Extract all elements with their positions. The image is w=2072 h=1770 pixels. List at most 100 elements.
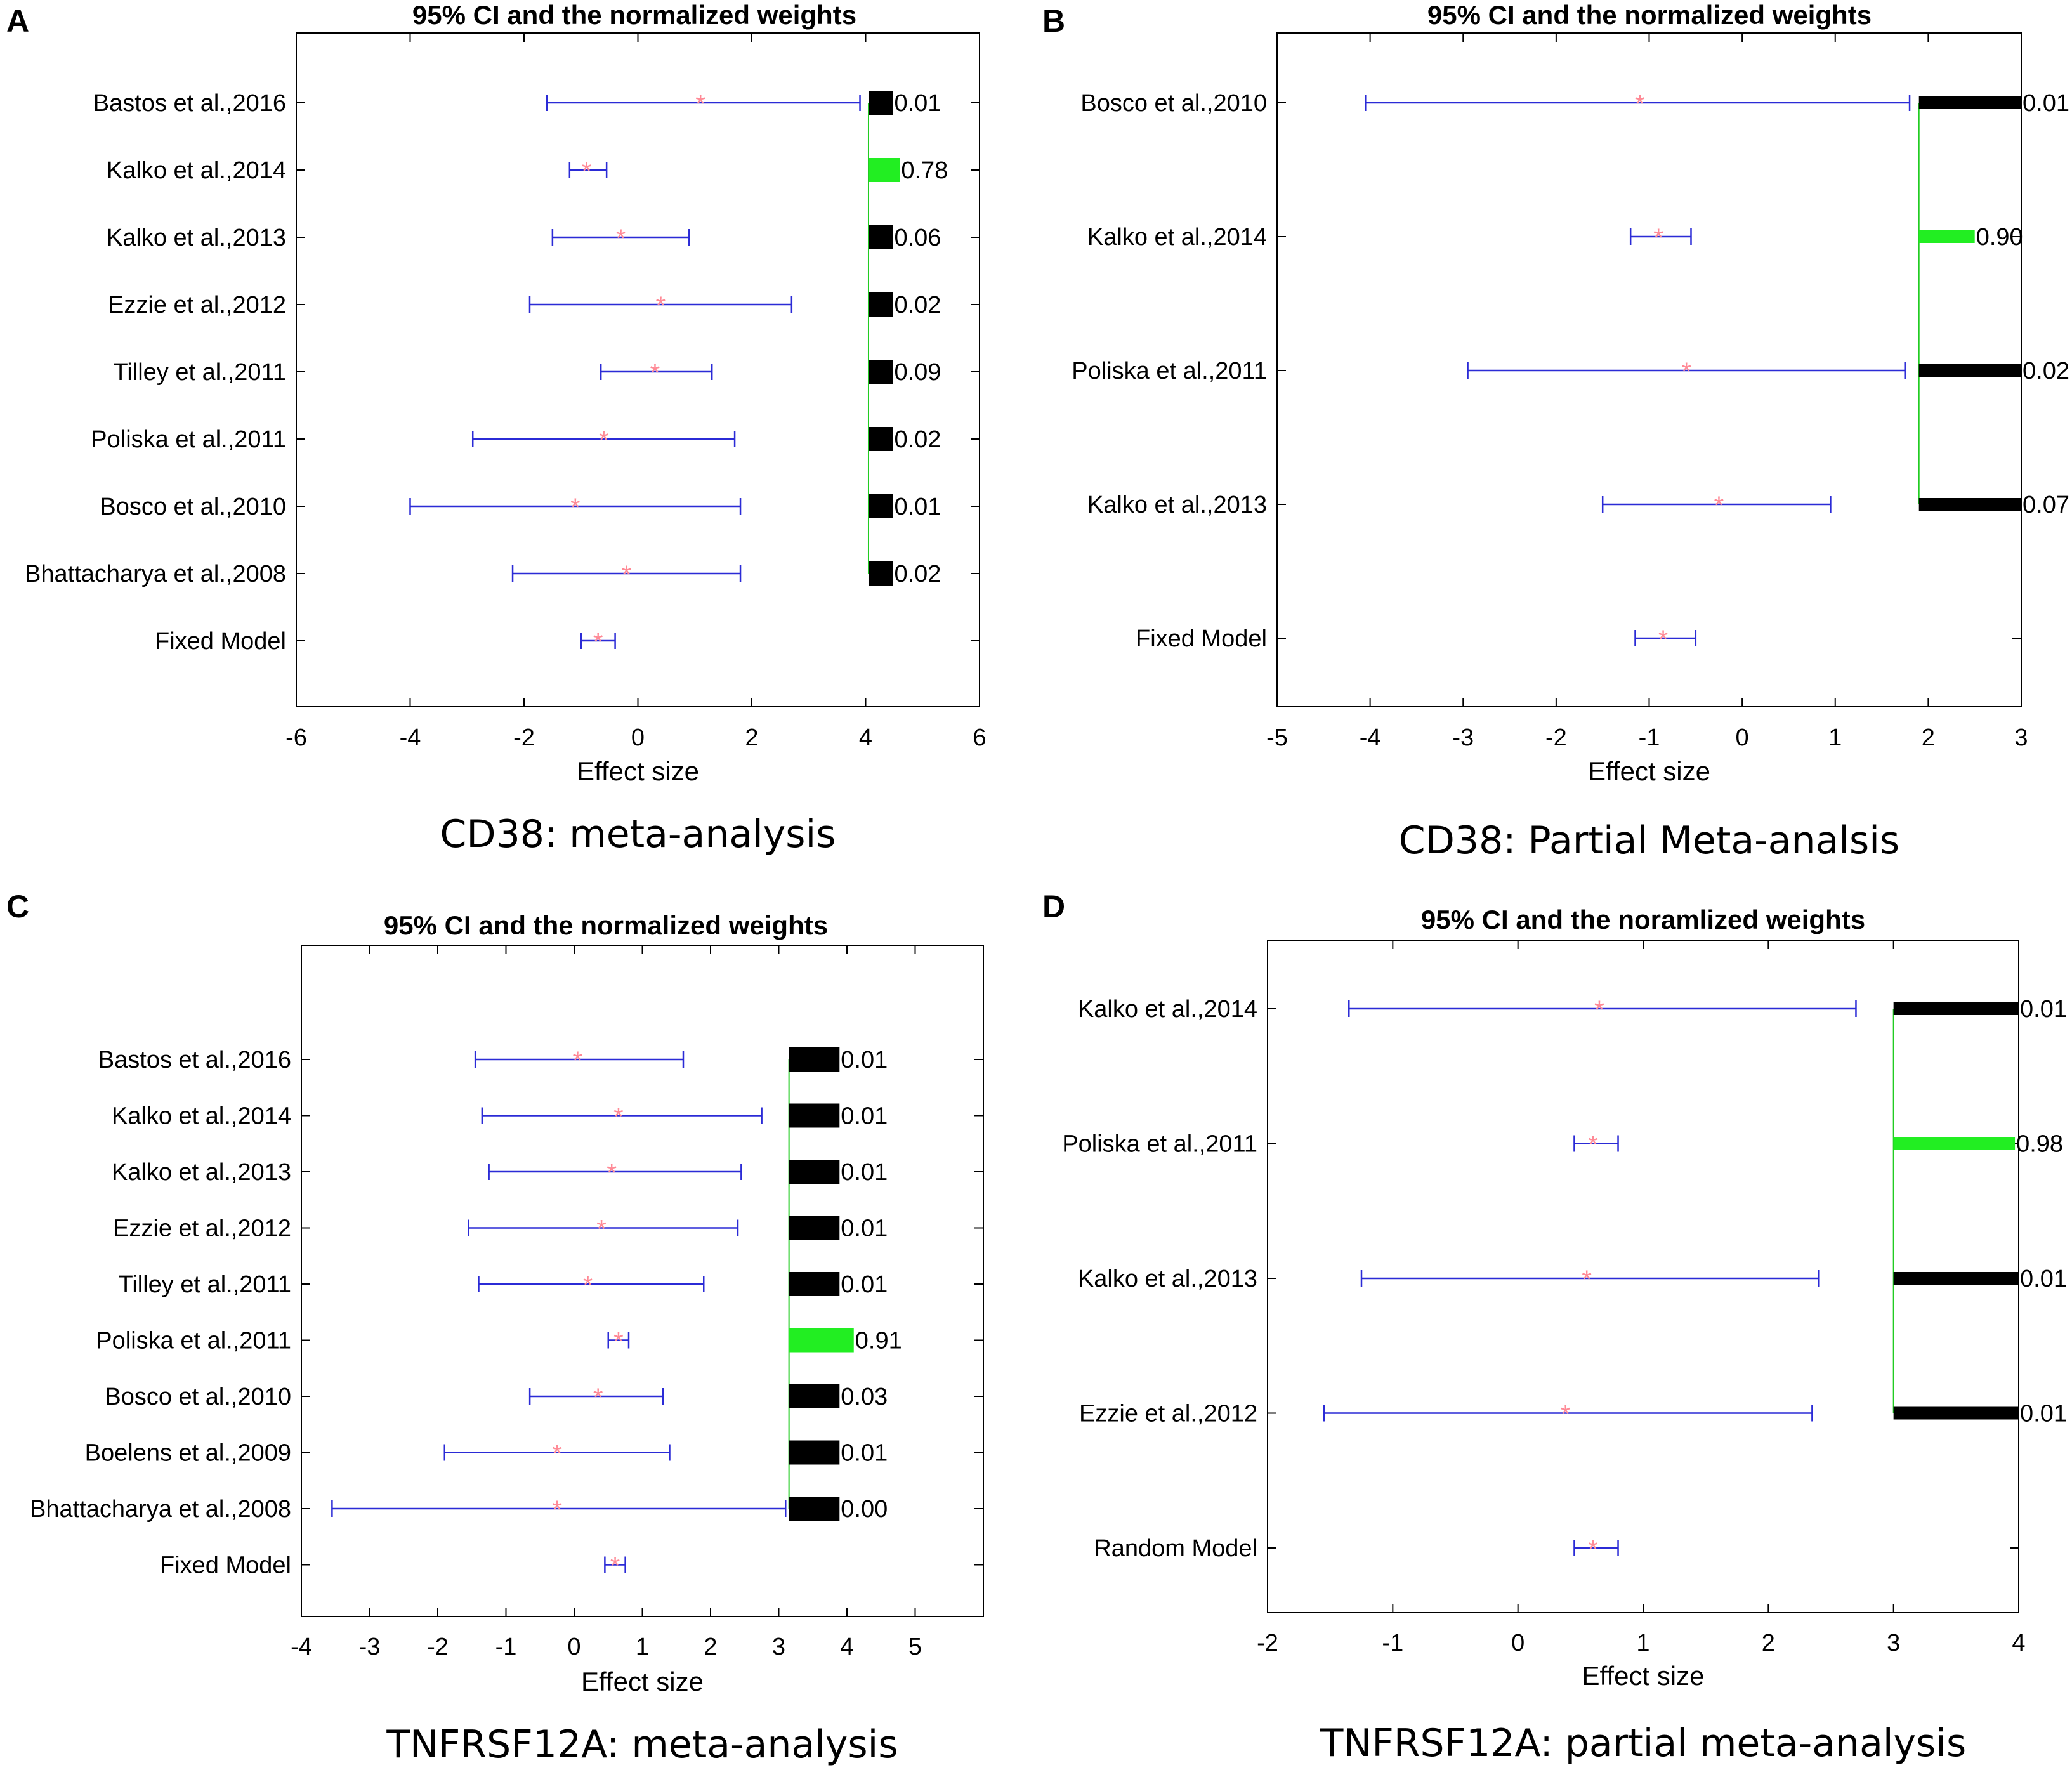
study-row-label: Bastos et al.,2016 [98, 1047, 291, 1073]
weight-bar [1893, 1137, 2016, 1150]
x-tick-label: 0 [1736, 724, 1749, 751]
weight-value-label: 0.90 [1976, 224, 2023, 251]
x-tick-label: 4 [2012, 1630, 2025, 1656]
study-row-label: Kalko et al.,2014 [1087, 224, 1267, 251]
x-tick-label: -2 [513, 724, 535, 751]
panel-caption: TNFRSF12A: meta-analysis [386, 1722, 898, 1767]
chart-title: 95% CI and the normalized weights [1427, 0, 1872, 30]
weight-bar [789, 1328, 854, 1353]
study-row-effect-marker: * [1681, 358, 1691, 386]
study-row-effect-marker: * [613, 1103, 624, 1131]
x-tick-label: 3 [2014, 724, 2028, 751]
study-row-effect-marker: * [650, 359, 660, 387]
study-row-label: Boelens et al.,2009 [85, 1440, 291, 1467]
panel-letter: A [6, 3, 29, 39]
weight-value-label: 0.01 [841, 1216, 888, 1242]
weight-value-label: 0.02 [894, 426, 941, 453]
weight-value-label: 0.01 [841, 1271, 888, 1298]
study-row-effect-marker: * [622, 561, 632, 589]
study-row-label: Poliska et al.,2011 [1062, 1131, 1257, 1158]
study-row-effect-marker: * [599, 426, 609, 454]
weight-bar [789, 1497, 840, 1521]
x-tick-label: -5 [1266, 724, 1288, 751]
study-row-label: Tilley et al.,2011 [119, 1271, 291, 1298]
weight-bar [868, 360, 893, 384]
forest-panel-c: C 95% CI and the normalized weights -4 -3 -2… [6, 889, 984, 1767]
x-tick-label: 3 [772, 1634, 785, 1660]
x-tick-label: 4 [840, 1634, 853, 1660]
study-row-effect-marker: * [1594, 996, 1604, 1024]
x-axis-label: Effect size [581, 1667, 704, 1696]
chart-title: 95% CI and the normalized weights [412, 0, 856, 30]
weight-value-label: 0.01 [2020, 1401, 2067, 1427]
study-row-effect-marker: * [1582, 1266, 1592, 1294]
study-row-label: Bosco et al.,2010 [100, 494, 286, 520]
x-tick-label: -1 [1639, 724, 1660, 751]
x-tick-label: 0 [567, 1634, 580, 1660]
pooled-row-label: Fixed Model [160, 1552, 291, 1579]
study-row-label: Bosco et al.,2010 [105, 1384, 291, 1410]
study-row-label: Ezzie et al.,2012 [108, 292, 286, 318]
study-row-effect-marker: * [616, 225, 626, 252]
weight-value-label: 0.02 [894, 561, 941, 587]
weight-bar [789, 1103, 840, 1128]
study-row-label: Kalko et al.,2014 [1078, 996, 1257, 1023]
panel-caption: CD38: Partial Meta-analsis [1399, 818, 1899, 863]
study-row-label: Kalko et al.,2013 [1078, 1266, 1257, 1292]
study-row-effect-marker: * [1653, 224, 1663, 252]
weight-value-label: 0.78 [901, 157, 948, 184]
panel-letter: C [6, 889, 29, 924]
study-row-effect-marker: * [596, 1216, 607, 1243]
weight-value-label: 0.02 [894, 292, 941, 318]
weight-value-label: 0.01 [2023, 90, 2069, 117]
study-row-effect-marker: * [583, 1271, 593, 1299]
weight-value-label: 0.98 [2016, 1131, 2063, 1158]
pooled-row-effect-marker: * [593, 628, 603, 656]
study-row-effect-marker: * [1561, 1401, 1571, 1429]
study-row-label: Kalko et al.,2013 [1087, 492, 1267, 518]
weight-bar [789, 1384, 840, 1408]
study-row-effect-marker: * [695, 90, 705, 118]
pooled-row-label: Fixed Model [1136, 626, 1267, 652]
study-row-effect-marker: * [1714, 492, 1724, 520]
x-tick-label: -4 [400, 724, 421, 751]
weight-bar [1918, 364, 2021, 377]
weight-value-label: 0.01 [894, 494, 941, 520]
x-axis-label: Effect size [1588, 756, 1710, 786]
weight-value-label: 0.01 [841, 1103, 888, 1130]
study-row-label: Poliska et al.,2011 [91, 426, 286, 453]
weight-bar [868, 494, 893, 518]
study-row-label: Poliska et al.,2011 [96, 1328, 291, 1354]
x-axis-label: Effect size [1582, 1661, 1705, 1691]
weight-value-label: 0.07 [2023, 492, 2069, 518]
weight-bar [789, 1216, 840, 1240]
study-row-effect-marker: * [613, 1328, 624, 1356]
x-tick-label: -4 [291, 1634, 312, 1660]
x-tick-label: 0 [1511, 1630, 1524, 1656]
x-tick-label: -2 [427, 1634, 449, 1660]
chart-title: 95% CI and the normalized weights [384, 910, 828, 940]
weight-bar [1918, 230, 1975, 243]
x-tick-label: -2 [1545, 724, 1567, 751]
x-tick-label: 1 [1636, 1630, 1649, 1656]
forest-panel-a: A 95% CI and the normalized weights -6 -4 -2… [6, 0, 987, 856]
study-row-effect-marker: * [582, 157, 592, 185]
study-row-effect-marker: * [1635, 90, 1645, 118]
weight-value-label: 0.01 [2020, 1266, 2067, 1292]
x-tick-label: -3 [1452, 724, 1474, 751]
pooled-row-effect-marker: * [610, 1552, 620, 1580]
weight-bar [868, 427, 893, 451]
pooled-row-effect-marker: * [1588, 1535, 1598, 1563]
study-row-label: Bhattacharya et al.,2008 [30, 1496, 291, 1523]
weight-value-label: 0.91 [855, 1328, 902, 1354]
study-row-label: Bosco et al.,2010 [1080, 90, 1267, 117]
study-row-label: Ezzie et al.,2012 [113, 1216, 291, 1242]
weight-bar [1893, 1002, 2019, 1015]
x-tick-label: 5 [908, 1634, 922, 1660]
x-tick-label: 4 [859, 724, 872, 751]
panel-letter: B [1042, 3, 1065, 39]
weight-value-label: 0.09 [894, 359, 941, 386]
study-row-effect-marker: * [570, 494, 580, 521]
x-tick-label: 2 [704, 1634, 717, 1660]
